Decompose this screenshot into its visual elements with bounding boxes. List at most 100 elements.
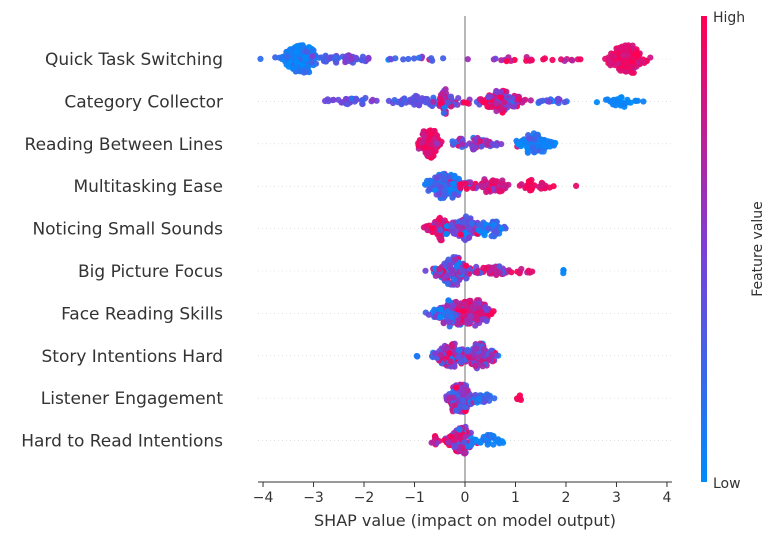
shap-point (318, 54, 325, 61)
shap-point (443, 230, 450, 238)
shap-point (425, 137, 432, 144)
shap-point (436, 172, 443, 179)
shap-point (623, 45, 630, 52)
shap-point (463, 317, 470, 324)
shap-point (437, 95, 444, 102)
shap-point (456, 303, 463, 310)
shap-point (466, 234, 473, 241)
x-tick-label: 3 (612, 490, 621, 506)
shap-point (498, 141, 505, 148)
shap-point (440, 110, 447, 117)
shap-point (527, 97, 534, 104)
shap-point (457, 231, 464, 238)
shap-point (515, 96, 523, 103)
shap-point (546, 98, 553, 105)
shap-point (508, 269, 515, 276)
shap-point (343, 53, 350, 60)
row-guides (258, 58, 672, 441)
shap-point (461, 450, 468, 457)
shap-point (624, 52, 631, 59)
shap-point (473, 345, 480, 352)
shap-point (291, 64, 299, 71)
shap-point (472, 322, 479, 329)
x-tick-label: −3 (303, 490, 324, 506)
shap-point (276, 54, 283, 61)
x-tick-label: −4 (253, 490, 274, 506)
shap-point (444, 99, 452, 106)
shap-point (483, 265, 490, 272)
shap-point (429, 225, 436, 232)
shap-point (497, 106, 504, 113)
shap-point (469, 185, 476, 192)
shap-point (454, 354, 462, 361)
colorbar-title: Feature value (750, 201, 766, 297)
shap-point (463, 262, 470, 269)
shap-point (484, 103, 491, 110)
shap-point (485, 356, 492, 363)
shap-point (415, 54, 423, 61)
shap-point (451, 191, 458, 198)
shap-point (348, 95, 355, 102)
shap-point (424, 97, 431, 104)
shap-point (472, 300, 479, 307)
shap-point (450, 140, 457, 147)
shap-point (445, 297, 452, 304)
shap-point (560, 267, 567, 274)
shap-point (322, 58, 329, 65)
shap-point (490, 221, 497, 228)
shap-point (547, 138, 555, 145)
shap-point (550, 183, 557, 190)
shap-point (453, 384, 460, 391)
shap-point (447, 433, 454, 440)
shap-point (446, 262, 453, 269)
shap-point (529, 144, 537, 151)
shap-point (577, 56, 584, 63)
shap-point (359, 96, 367, 104)
shap-point (634, 97, 641, 104)
shap-point (516, 270, 523, 277)
shap-point (405, 55, 412, 63)
shap-point (422, 267, 429, 274)
shap-point (437, 306, 444, 313)
shap-point (526, 177, 533, 184)
shap-point (418, 139, 425, 146)
shap-point (609, 98, 616, 105)
shap-point (492, 55, 499, 62)
shap-point (448, 342, 455, 349)
shap-point (411, 55, 418, 62)
shap-point (517, 395, 524, 402)
shap-point (257, 55, 264, 63)
shap-point (437, 226, 444, 233)
shap-point (464, 56, 471, 63)
shap-point (462, 180, 469, 187)
shap-point (485, 225, 492, 232)
shap-point (451, 402, 458, 409)
shap-point (436, 190, 443, 197)
shap-point (501, 99, 508, 106)
shap-point (442, 345, 449, 352)
feature-label: Multitasking Ease (73, 177, 223, 197)
shap-point (627, 99, 634, 106)
shap-point (647, 54, 654, 61)
x-tick-label: 1 (511, 490, 520, 506)
x-tick-label: 0 (461, 490, 470, 506)
shap-point (443, 313, 450, 321)
shap-point (531, 136, 538, 143)
shap-point (497, 94, 505, 101)
shap-point (483, 188, 490, 196)
shap-point (488, 178, 496, 185)
shap-point (463, 99, 470, 106)
feature-label: Story Intentions Hard (41, 347, 223, 367)
x-tick-label: −2 (354, 490, 375, 506)
shap-point (293, 59, 300, 66)
shap-point (454, 223, 461, 230)
shap-point (322, 53, 330, 60)
shap-point (461, 439, 468, 446)
shap-point (509, 95, 516, 102)
feature-label: Noticing Small Sounds (32, 220, 223, 240)
shap-point (463, 185, 470, 192)
shap-point (467, 179, 474, 186)
shap-point (429, 57, 436, 64)
shap-point (623, 63, 630, 70)
shap-point (628, 69, 636, 76)
